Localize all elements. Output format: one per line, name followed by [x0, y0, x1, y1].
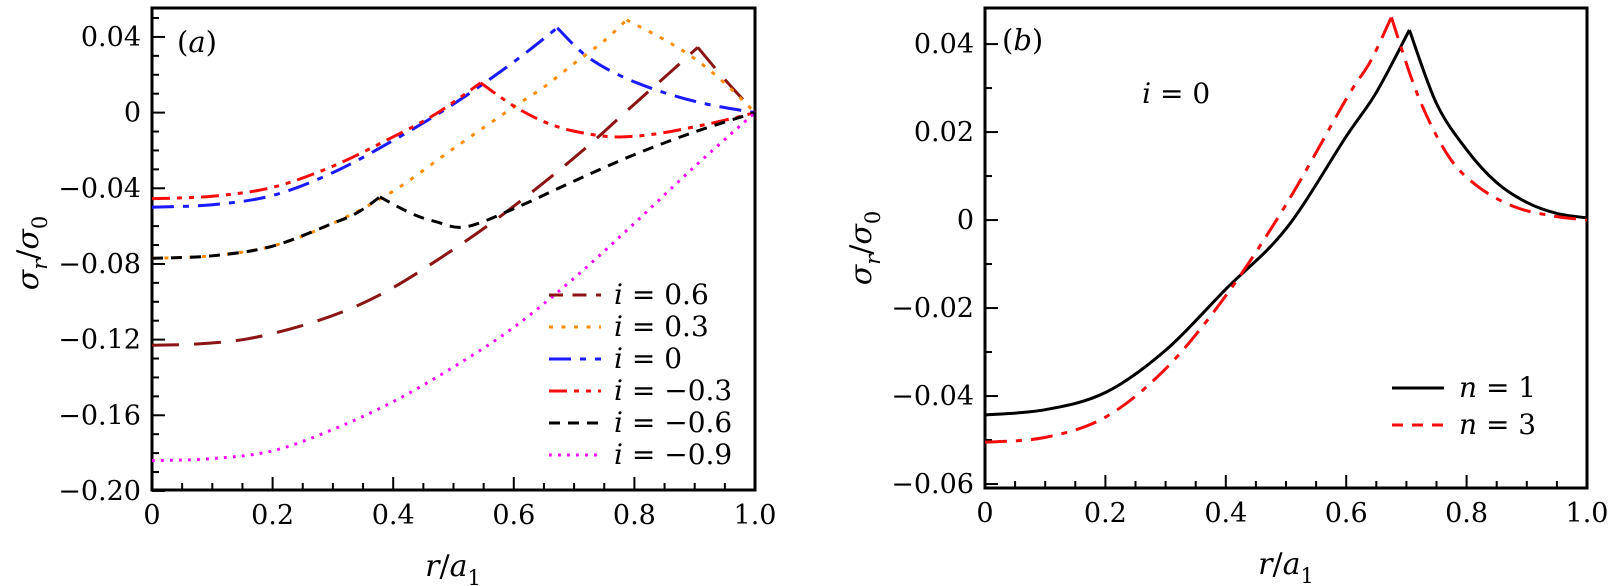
- series-curve-i-0.6: [696, 46, 757, 114]
- series-curve-i-0.3: [151, 18, 628, 260]
- x-tick-label: 0: [143, 500, 160, 531]
- series-curve-n-1: [1408, 29, 1588, 220]
- legend-label: i = 0.6: [614, 278, 709, 311]
- series-curve-i-0: [151, 26, 559, 209]
- legend-label: i = −0.6: [614, 406, 732, 439]
- series-curve-i-0.3: [151, 81, 482, 201]
- y-tick-label: 0.02: [914, 117, 974, 148]
- y-tick-label: −0.06: [891, 469, 974, 500]
- y-tick-label: −0.12: [58, 325, 141, 356]
- x-tick-label: 0.4: [372, 500, 415, 531]
- x-axis-label: r/a1: [1258, 547, 1314, 586]
- series-curve-i-0: [556, 26, 756, 115]
- y-tick-label: −0.08: [58, 249, 141, 280]
- y-tick-label: 0.04: [914, 29, 974, 60]
- series-curve-i-0.6: [379, 111, 756, 229]
- series-curve-i-0.6: [151, 46, 699, 347]
- x-tick-label: 0.4: [1204, 498, 1247, 529]
- series-curve-i-0.6: [151, 195, 381, 260]
- y-tick-label: 0: [957, 205, 974, 236]
- panel-label: (a): [177, 25, 217, 59]
- annotation: i = 0: [1142, 77, 1210, 110]
- y-tick-label: −0.20: [58, 476, 141, 507]
- x-tick-label: 0.6: [492, 500, 535, 531]
- x-tick-label: 0.2: [251, 500, 294, 531]
- series-curve-n-3: [1389, 16, 1588, 222]
- legend-label: i = 0: [614, 342, 682, 375]
- x-tick-label: 0.8: [613, 500, 656, 531]
- legend-label: i = 0.3: [614, 310, 709, 343]
- legend-label: i = −0.3: [614, 374, 732, 407]
- y-tick-label: −0.04: [58, 173, 141, 204]
- y-tick-label: 0: [124, 98, 141, 129]
- x-axis-label: r/a1: [425, 549, 481, 586]
- x-tick-label: 0.6: [1325, 498, 1368, 529]
- y-axis-label: σr/σ0: [844, 211, 885, 286]
- y-tick-label: 0.04: [81, 22, 141, 53]
- panel-label: (b): [1002, 23, 1043, 57]
- series-curve-n-1: [984, 29, 1411, 417]
- y-tick-label: −0.02: [891, 293, 974, 324]
- legend-label: n = 3: [1459, 408, 1536, 441]
- x-tick-label: 0: [976, 498, 993, 529]
- series-curve-n-3: [984, 16, 1393, 444]
- series-curve-i-0.3: [625, 18, 757, 114]
- x-tick-label: 0.2: [1084, 498, 1127, 529]
- legend-label: i = −0.9: [614, 438, 732, 471]
- series-curve-i-0.3: [479, 81, 756, 139]
- x-tick-label: 0.8: [1445, 498, 1488, 529]
- y-tick-label: −0.16: [58, 400, 141, 431]
- y-axis-label: σr/σ0: [11, 216, 52, 291]
- y-tick-label: −0.04: [891, 381, 974, 412]
- legend-label: n = 1: [1459, 371, 1536, 404]
- x-tick-label: 1.0: [1566, 498, 1608, 529]
- x-tick-label: 1.0: [734, 500, 777, 531]
